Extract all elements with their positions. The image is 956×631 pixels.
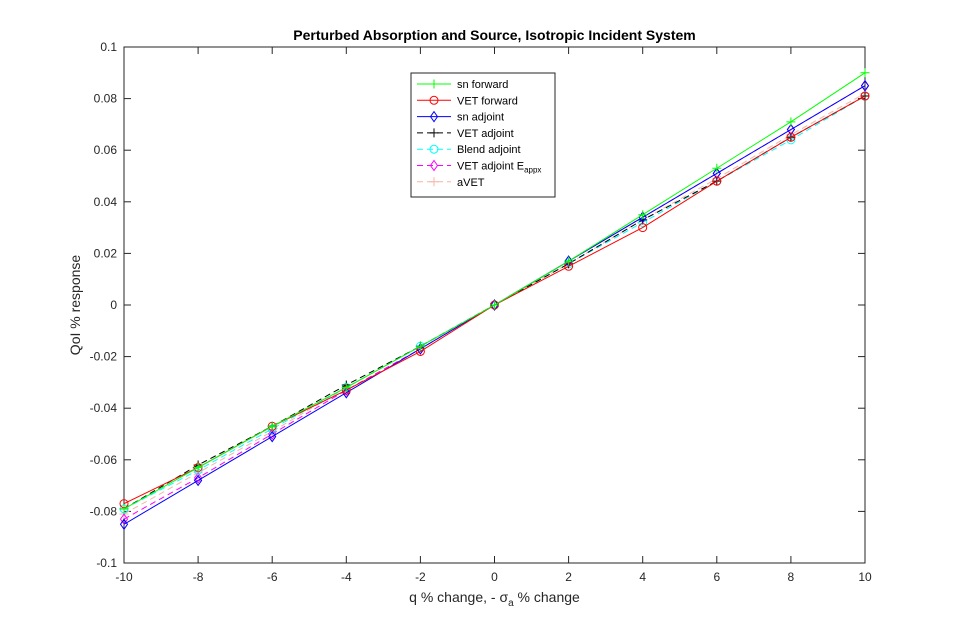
legend-entry: sn forward <box>417 79 508 91</box>
data-point <box>786 117 796 127</box>
legend-label: sn adjoint <box>457 112 504 124</box>
y-tick-label: 0.08 <box>94 92 118 106</box>
y-tick-label: -0.1 <box>96 556 117 570</box>
y-tick-label: 0.1 <box>100 40 117 54</box>
data-point <box>712 176 722 186</box>
y-tick-label: -0.06 <box>90 453 118 467</box>
legend-entry: sn adjoint <box>417 110 504 124</box>
legend-marker <box>429 159 439 172</box>
x-axis-label-main: q % change, - σ <box>409 589 508 605</box>
legend-label: VET adjoint Eappx <box>457 161 541 175</box>
legend-entry: VET adjoint <box>417 128 514 140</box>
y-tick-label: 0 <box>110 298 117 312</box>
legend-label-text: VET forward <box>457 95 518 107</box>
data-point <box>712 167 721 180</box>
x-tick-label: 2 <box>565 570 572 584</box>
legend-marker <box>429 144 439 154</box>
x-tick-label: -2 <box>415 570 426 584</box>
data-point <box>638 223 648 233</box>
data-point <box>860 79 870 92</box>
y-tick-label: -0.04 <box>90 401 118 415</box>
axis-ticks: -10 -8 -6 -4 -2 0 2 4 6 8 10 -0.1 -0.08 -0.06 -0.04 -0.… <box>90 40 872 584</box>
data-point <box>268 430 277 443</box>
x-tick-label: 10 <box>858 570 872 584</box>
x-tick-label: -4 <box>341 570 352 584</box>
y-tick-label: 0.06 <box>94 143 118 157</box>
data-point <box>119 518 129 531</box>
data-point <box>860 91 870 101</box>
x-axis-label-suffix: % change <box>514 589 580 605</box>
legend-marker <box>429 110 439 123</box>
data-point <box>490 300 499 310</box>
legend-marker <box>429 95 439 105</box>
legend-entry: Blend adjoint <box>417 144 521 156</box>
legend-label-text: VET adjoint <box>457 128 514 140</box>
y-tick-label: 0.04 <box>94 195 118 209</box>
y-tick-label: 0.02 <box>94 246 118 260</box>
data-point <box>564 256 574 266</box>
x-tick-label: 0 <box>491 570 498 584</box>
data-point <box>786 132 796 142</box>
data-point <box>415 341 425 351</box>
legend: sn forward VET forward sn adjoint VET adjoi… <box>410 72 556 198</box>
data-point <box>193 463 203 473</box>
legend-label: VET forward <box>457 95 518 107</box>
legend-label-text: VET adjoint E <box>457 161 524 173</box>
legend-label-subscript: appx <box>524 166 541 175</box>
data-point <box>267 421 277 431</box>
legend-label: VET adjoint <box>457 128 514 140</box>
x-tick-label: -10 <box>115 570 133 584</box>
data-point <box>119 504 129 514</box>
x-tick-label: -8 <box>193 570 204 584</box>
legend-label-text: aVET <box>457 177 485 189</box>
series-0 <box>119 68 870 514</box>
legend-box <box>410 72 556 198</box>
data-point <box>638 210 648 220</box>
data-point <box>786 123 796 136</box>
legend-label: Blend adjoint <box>457 144 521 156</box>
legend-label-text: Blend adjoint <box>457 144 521 156</box>
data-point <box>193 474 203 487</box>
legend-label-text: sn adjoint <box>457 112 504 124</box>
legend-marker <box>429 79 439 89</box>
series-layer <box>119 68 870 531</box>
data-point <box>712 163 722 173</box>
y-tick-label: -0.08 <box>90 504 118 518</box>
legend-label: aVET <box>457 177 485 189</box>
x-axis-label: q % change, - σa % change <box>409 589 580 609</box>
data-point <box>341 383 351 393</box>
chart-title: Perturbed Absorption and Source, Isotrop… <box>293 27 695 43</box>
legend-label: sn forward <box>457 79 508 91</box>
legend-marker <box>429 177 439 187</box>
legend-entry: VET forward <box>417 95 518 107</box>
y-tick-label: -0.02 <box>90 350 118 364</box>
legend-label-text: sn forward <box>457 79 508 91</box>
data-point <box>193 471 203 484</box>
legend-marker <box>429 128 439 138</box>
data-point <box>860 68 870 78</box>
x-tick-label: -6 <box>267 570 278 584</box>
x-tick-label: 8 <box>788 570 795 584</box>
legend-entry: VET adjoint Eappx <box>417 159 541 175</box>
y-axis-label: QoI % response <box>67 255 83 356</box>
legend-entry: aVET <box>417 177 485 189</box>
x-tick-label: 6 <box>713 570 720 584</box>
x-tick-label: 4 <box>639 570 646 584</box>
x-axis-label-subscript: a <box>508 598 514 609</box>
